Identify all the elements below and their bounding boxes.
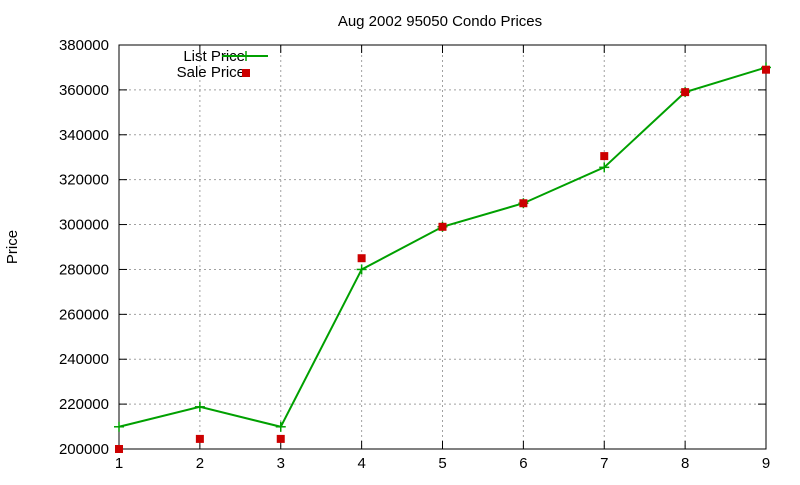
x-tick-label: 5 xyxy=(438,455,446,472)
data-point xyxy=(195,434,204,443)
data-point xyxy=(194,401,205,412)
data-point xyxy=(276,434,285,443)
legend-label: List Price xyxy=(183,48,245,65)
tick-labels: 1 2 3 4 5 6 7 8 9 200000 220000 240000 260000 280000 3… xyxy=(59,37,770,472)
legend-marker xyxy=(241,51,251,61)
data-point xyxy=(600,152,609,161)
y-tick-label: 260000 xyxy=(59,306,109,323)
x-tick-label: 6 xyxy=(519,455,527,472)
y-tick-label: 320000 xyxy=(59,172,109,189)
x-tick-label: 1 xyxy=(115,455,123,472)
y-tick-label: 380000 xyxy=(59,37,109,54)
data-point xyxy=(599,162,610,173)
grid xyxy=(118,44,767,450)
chart-title: Aug 2002 95050 Condo Prices xyxy=(338,13,542,30)
y-tick-label: 360000 xyxy=(59,82,109,99)
data-point xyxy=(114,421,124,432)
data-point xyxy=(115,445,123,453)
series xyxy=(114,62,771,453)
y-axis-label: Price xyxy=(4,230,21,264)
data-point xyxy=(357,254,366,263)
y-tick-label: 200000 xyxy=(59,441,109,458)
x-tick-label: 7 xyxy=(600,455,608,472)
plot-frame xyxy=(118,44,767,450)
series-sale-price xyxy=(115,65,770,453)
data-point xyxy=(356,264,367,275)
legend-label: Sale Price xyxy=(177,64,245,81)
data-point xyxy=(681,88,690,97)
y-tick-label: 300000 xyxy=(59,217,109,234)
data-point xyxy=(519,199,528,208)
x-tick-label: 4 xyxy=(357,455,365,472)
data-point xyxy=(275,421,286,432)
data-point xyxy=(438,222,447,231)
x-tick-label: 3 xyxy=(277,455,285,472)
x-tick-label: 2 xyxy=(196,455,204,472)
data-point xyxy=(762,65,770,74)
y-tick-label: 280000 xyxy=(59,261,109,278)
x-tick-label: 8 xyxy=(681,455,689,472)
y-tick-label: 220000 xyxy=(59,396,109,413)
y-tick-label: 240000 xyxy=(59,351,109,368)
legend-marker xyxy=(242,69,250,77)
y-tick-label: 340000 xyxy=(59,127,109,144)
x-tick-label: 9 xyxy=(762,455,770,472)
